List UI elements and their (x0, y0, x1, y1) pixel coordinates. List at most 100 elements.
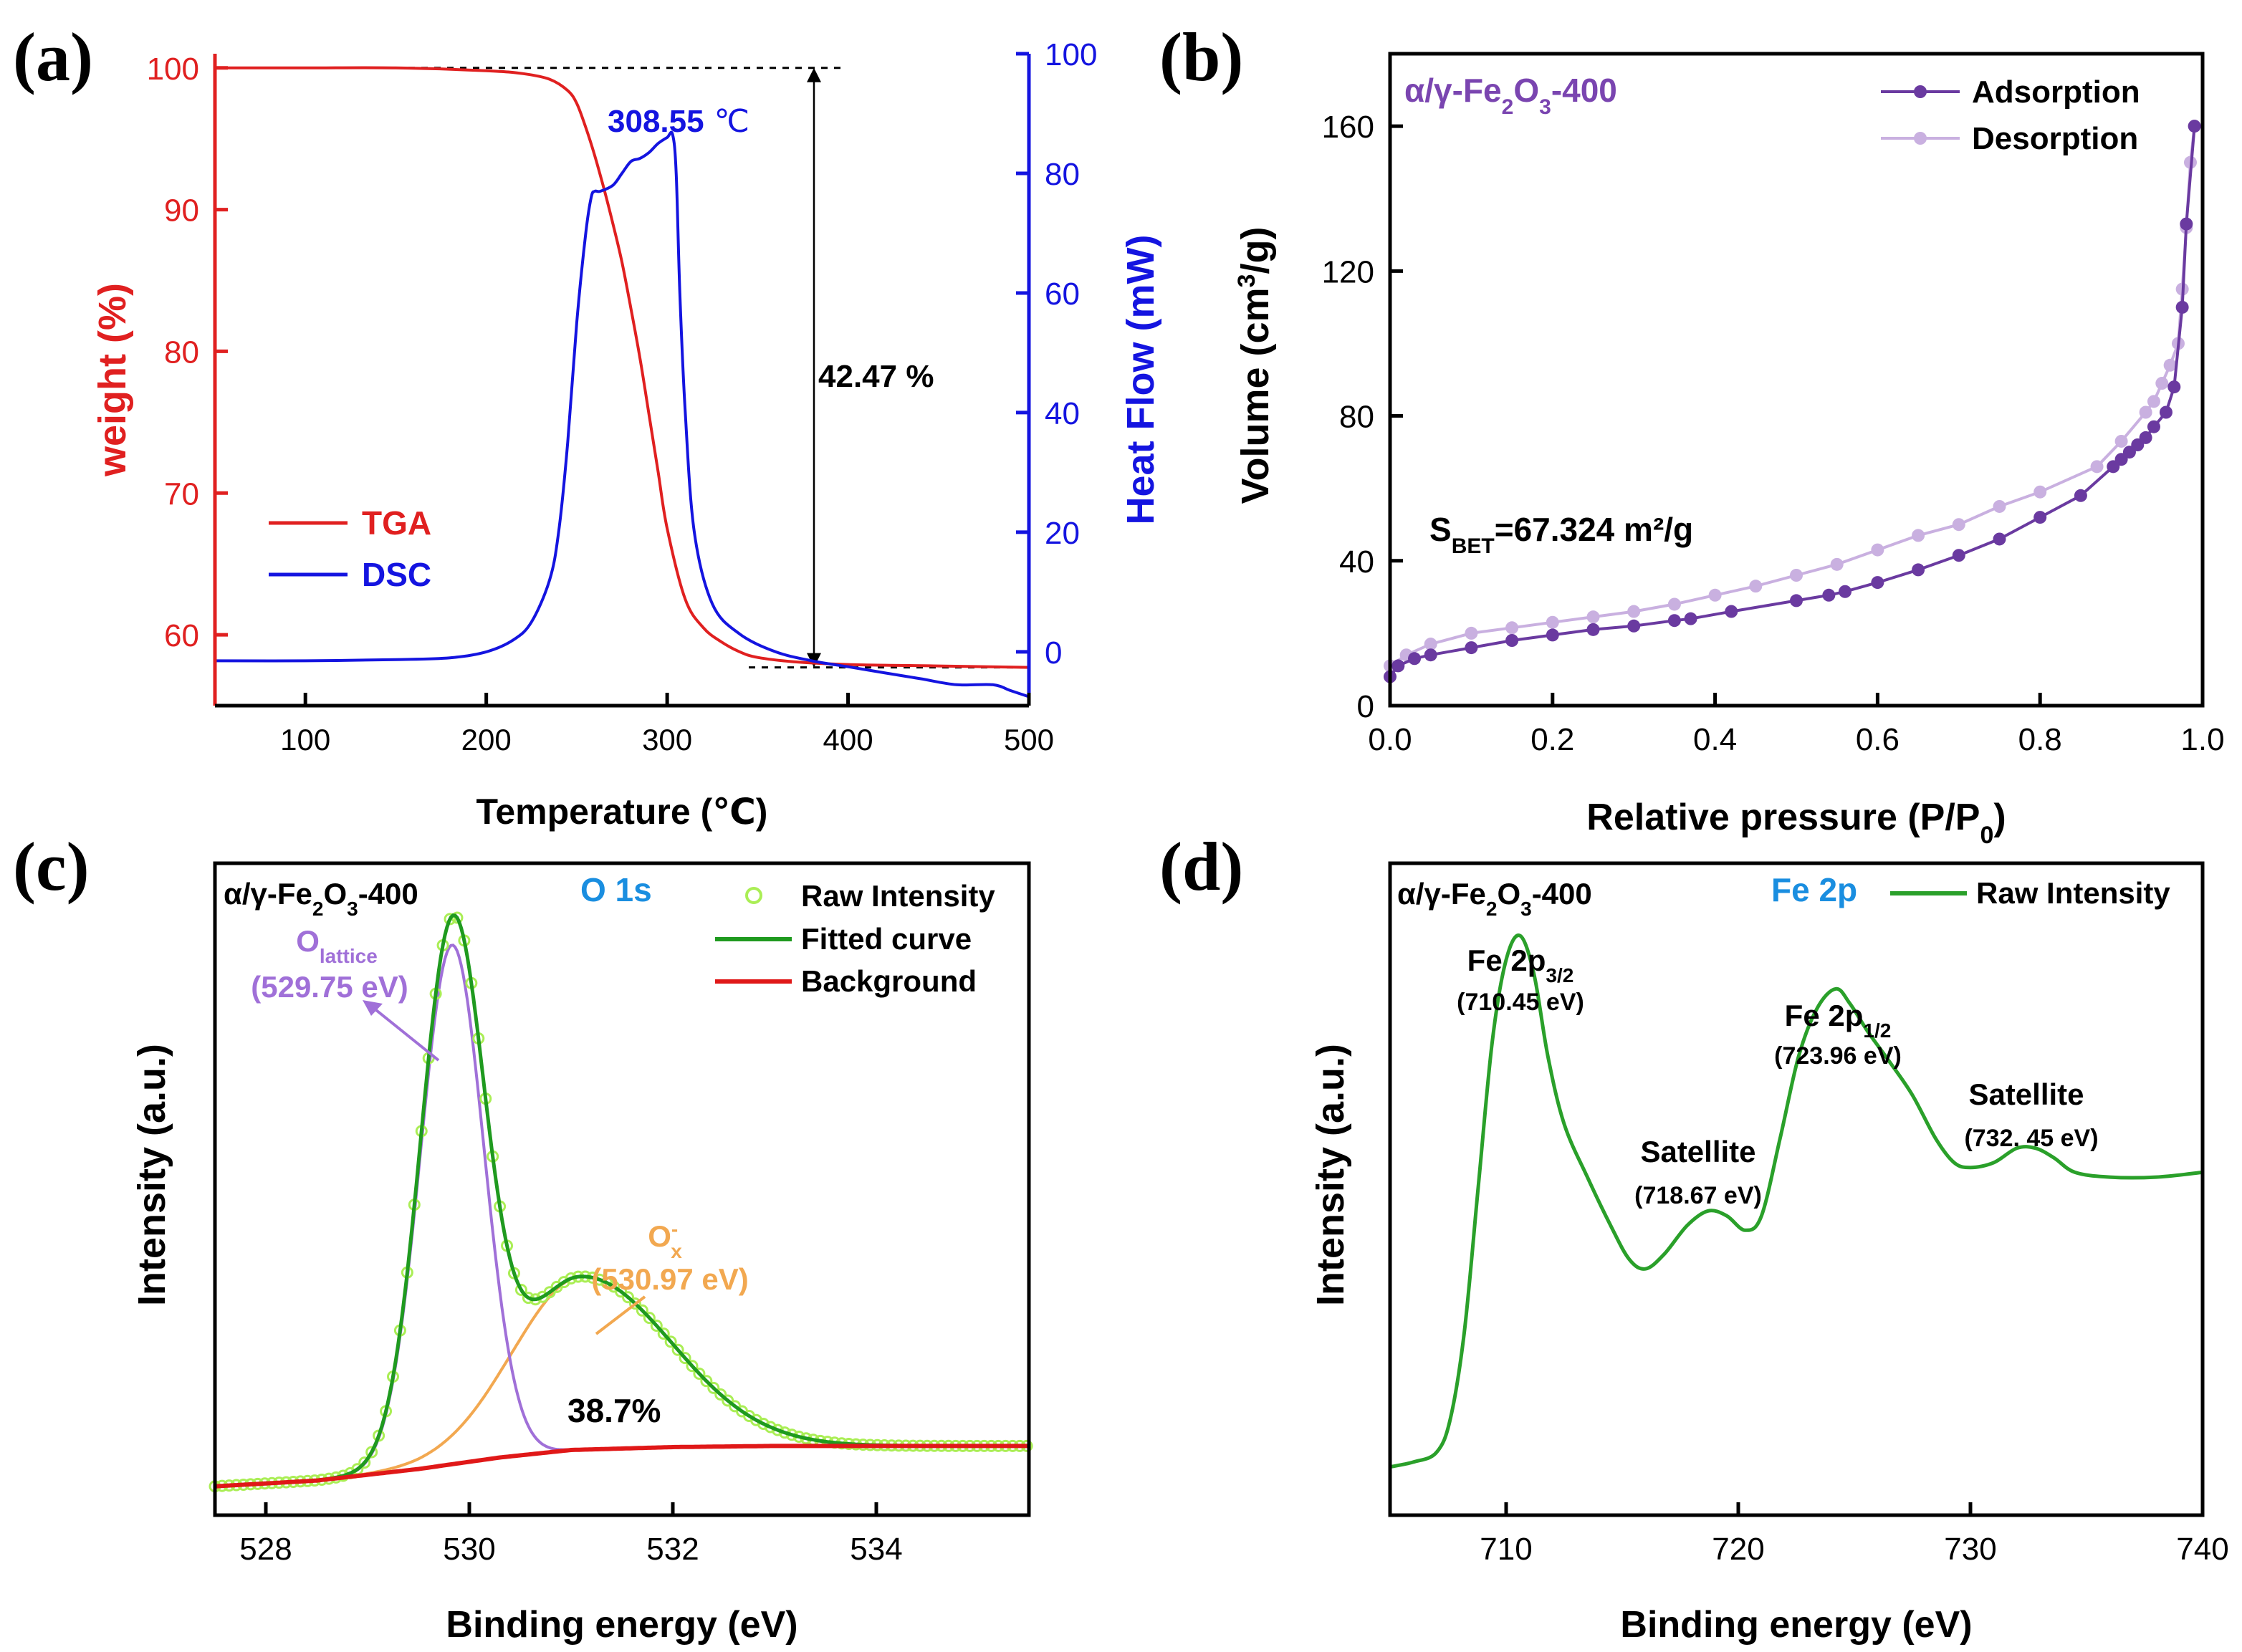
panel-a: (a) 100 200 300 400 500 60 70 80 90 100 0 20 40 60 80 1… (13, 19, 1162, 832)
desorption-point (2155, 377, 2169, 390)
peak-temp-annotation: 308.55 ℃ (608, 104, 749, 139)
adsorption-point (1546, 628, 1559, 642)
series-fe2p-raw (1389, 933, 2203, 1469)
raw-intensity-point (650, 1319, 663, 1332)
legend-label-dsc: DSC (362, 556, 431, 593)
legend-label-background: Background (801, 964, 977, 998)
xlabel-c: Binding energy (eV) (446, 1604, 797, 1646)
legend-label-tga: TGA (362, 504, 431, 542)
c-xtick-label: 530 (443, 1532, 495, 1567)
weight-loss-arrowhead-top (807, 67, 821, 82)
raw-intensity-point (764, 1421, 777, 1434)
legend-label-raw: Raw Intensity (801, 879, 995, 913)
legend-d: Raw Intensity (1890, 876, 2170, 910)
plot-frame-b (1388, 52, 2205, 708)
raw-intensity-point (444, 913, 456, 926)
sample-label-c: α/γ-Fe2O3-400 (224, 877, 418, 920)
adsorption-point (2074, 489, 2087, 502)
adsorption-point (2147, 420, 2160, 433)
adsorption-point (1391, 659, 1405, 673)
desorption-point (2090, 460, 2104, 474)
panel-b: (b) 0.0 0.2 0.4 0.6 0.8 1.0 0 40 80 120 160 Relati… (1159, 19, 2225, 849)
desorption-point (1424, 638, 1437, 651)
desorption-point (1627, 605, 1641, 618)
spectrum-title-d: Fe 2p (1771, 871, 1857, 908)
adsorption-point (1790, 594, 1803, 608)
desorption-point (2033, 485, 2047, 499)
desorption-point (2114, 434, 2128, 448)
background-curve (214, 1444, 1029, 1489)
series-adsorption (1389, 125, 2196, 678)
fe2p32-ev: (710.45 eV) (1457, 989, 1584, 1016)
satellite1-label: Satellite (1640, 1135, 1755, 1168)
desorption-point (1667, 597, 1681, 611)
adsorption-point (2139, 431, 2152, 444)
adsorption-point (1408, 652, 1422, 666)
a-xtick-label: 100 (280, 723, 330, 757)
a-left-ytick-label: 100 (147, 52, 199, 87)
adsorption-point (1993, 532, 2006, 546)
series-desorption (1389, 125, 2196, 668)
legend-c: Raw Intensity Fitted curve Background (715, 879, 995, 998)
legend-b: Adsorption Desorption (1881, 75, 2140, 156)
raw-intensity-point (679, 1352, 691, 1365)
ylabel-c: Intensity (a.u.) (130, 1044, 173, 1306)
raw-intensity-point (757, 1417, 770, 1430)
legend-a: TGA DSC (269, 504, 431, 593)
raw-intensity-point (664, 1335, 677, 1348)
a-xtick-label: 400 (823, 723, 873, 757)
raw-intensity-point (671, 1343, 684, 1356)
adsorption-point (1465, 641, 1478, 655)
adsorption-point (1839, 585, 1852, 598)
panel-c: (c) 528 530 532 534 Binding energy (eV) Int… (13, 828, 1033, 1646)
raw-intensity-point (514, 1284, 527, 1297)
a-right-ytick-label: 0 (1045, 635, 1062, 671)
ox-pointer (595, 1295, 646, 1335)
adsorption-point (1822, 588, 1836, 602)
adsorption-point (1725, 605, 1738, 618)
adsorption-point (1586, 623, 1600, 636)
ylabel-a: weight (%) (91, 283, 134, 477)
adsorption-point (1505, 634, 1519, 647)
desorption-point (1871, 543, 1884, 557)
desorption-point (1749, 580, 1763, 593)
plot-frame-d (1388, 861, 2205, 1517)
adsorption-point (1952, 549, 1965, 562)
a-right-ytick-label: 20 (1045, 516, 1080, 551)
a-right-ytick-label: 80 (1045, 157, 1080, 192)
ox-ev: (530.97 eV) (591, 1262, 748, 1296)
olattice-ev: (529.75 eV) (251, 970, 408, 1004)
a-right-ytick-label: 60 (1045, 277, 1080, 312)
legend-marker-raw (745, 887, 762, 904)
a-xtick-label: 200 (461, 723, 512, 757)
adsorption-point (1871, 576, 1884, 590)
adsorption-point (2180, 217, 2193, 231)
raw-intensity-point (643, 1312, 656, 1325)
sbet-annotation: SBET=67.324 m²/g (1429, 511, 1693, 558)
b-ytick-label: 80 (1339, 400, 1374, 435)
desorption-point (1912, 529, 1925, 542)
desorption-point (1465, 626, 1478, 640)
raw-intensity-point (358, 1456, 371, 1469)
desorption-point (1546, 615, 1559, 629)
legend-label-adsorption: Adsorption (1972, 75, 2140, 110)
b-ytick-label: 160 (1322, 110, 1374, 145)
legend-marker-desorption (1914, 132, 1927, 145)
adsorption-point (2159, 405, 2172, 419)
sample-label-b: α/γ-Fe2O3-400 (1404, 72, 1617, 119)
raw-intensity-point (686, 1360, 699, 1373)
adsorption-point (2188, 120, 2201, 133)
a-left-ytick-label: 90 (164, 193, 199, 229)
adsorption-point (1912, 563, 1925, 577)
b-xtick-label: 1.0 (2180, 722, 2224, 757)
olattice-arrow (371, 1006, 440, 1062)
satellite1-ev: (718.67 eV) (1634, 1182, 1762, 1209)
desorption-point (1505, 621, 1519, 635)
b-ytick-label: 0 (1357, 689, 1374, 724)
b-xtick-label: 0.2 (1530, 722, 1574, 757)
d-xtick-label: 720 (1712, 1532, 1764, 1567)
a-left-ytick-label: 70 (164, 476, 199, 512)
satellite2-ev: (732. 45 eV) (1964, 1125, 2098, 1152)
desorption-point (2139, 405, 2152, 419)
